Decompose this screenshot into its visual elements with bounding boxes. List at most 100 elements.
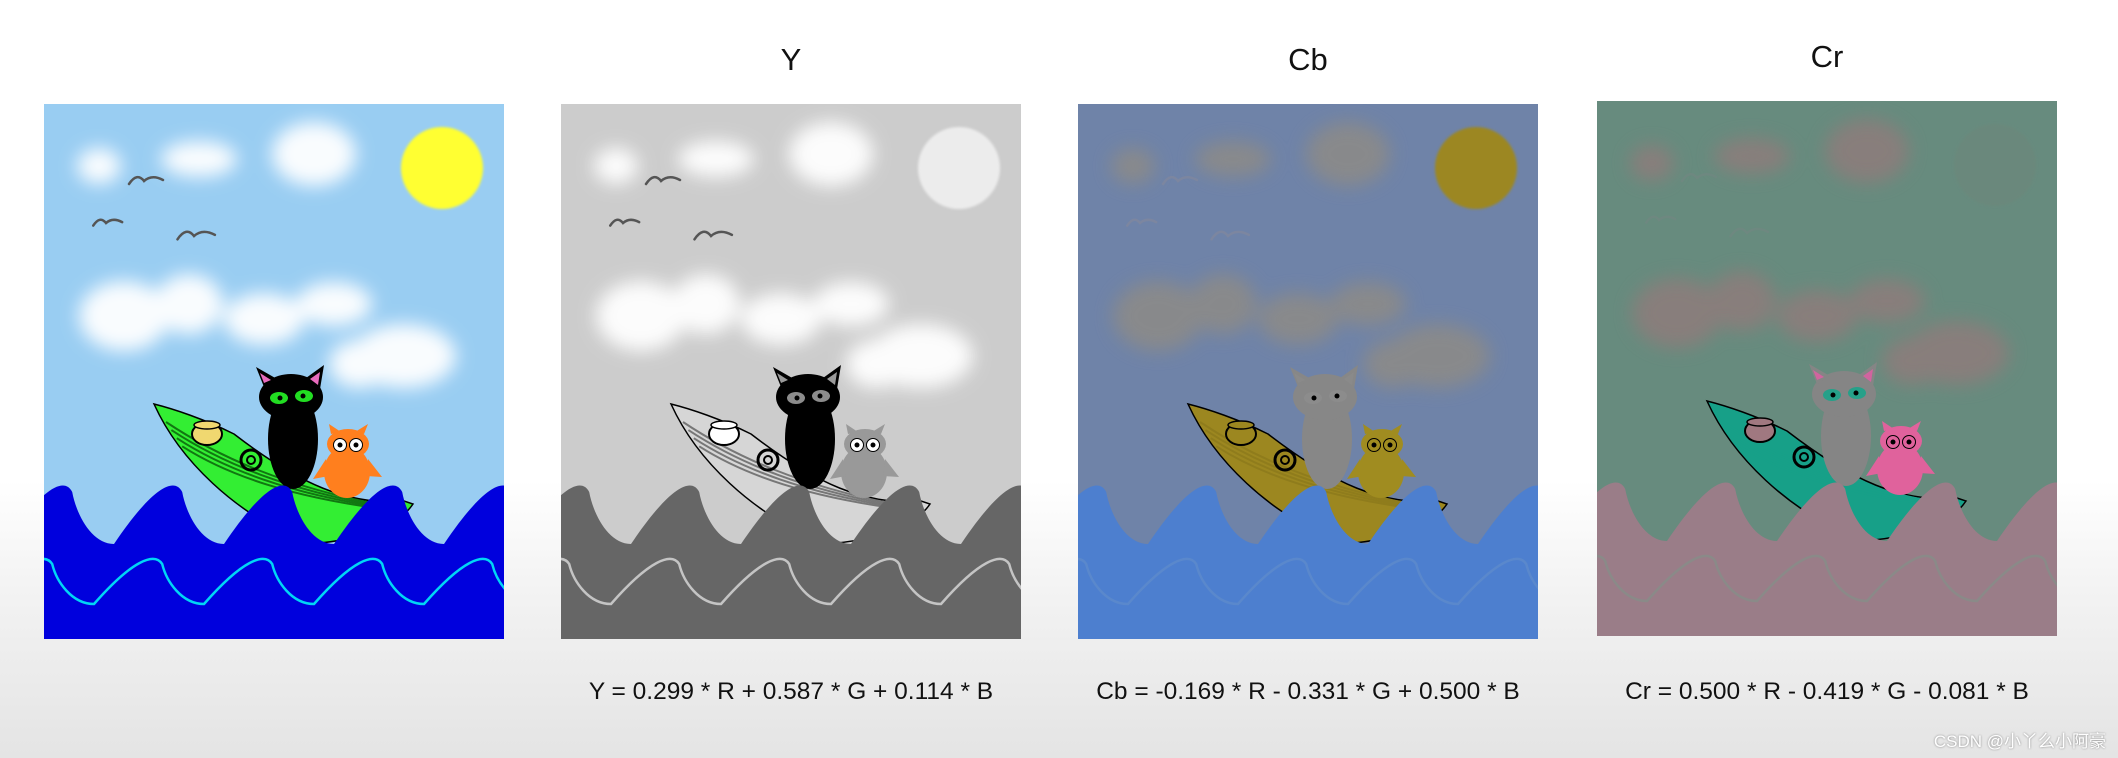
wheel-hub <box>1280 455 1290 465</box>
cloud <box>789 122 873 186</box>
owl-wing-left <box>1347 459 1363 479</box>
owl-body <box>324 446 370 498</box>
pot-rim <box>1746 417 1774 427</box>
cloud <box>1708 271 1776 331</box>
wave-line <box>561 557 1021 606</box>
owl-wing-right <box>366 459 382 477</box>
sea <box>44 485 504 639</box>
clouds <box>594 122 973 388</box>
formula-cb: Cb = -0.169 * R - 0.331 * G + 0.500 * B <box>1096 678 1520 705</box>
wheel <box>1792 445 1816 469</box>
scene-image-cb <box>1078 104 1538 639</box>
owl-tuft-left <box>329 424 341 434</box>
cloud <box>1113 281 1203 351</box>
cloud <box>594 148 638 184</box>
panel-title-y: Y <box>780 42 802 77</box>
owl-wing-right <box>883 459 899 477</box>
owl-wing-left <box>1866 456 1882 476</box>
cat-ear-left <box>1809 364 1830 384</box>
cloud <box>813 282 889 326</box>
owl-tuft-right <box>872 424 885 434</box>
boat-plank-line <box>1718 418 1958 507</box>
owl-wing-right <box>1400 459 1416 477</box>
cat-ear-inner-right <box>310 372 320 385</box>
wave-line <box>1078 557 1538 606</box>
cloud <box>1363 340 1423 388</box>
cat-ear-inner-right <box>827 372 837 385</box>
bird <box>127 175 165 186</box>
owl-wing-left <box>313 459 329 479</box>
cloud <box>77 148 121 184</box>
owl-pupil-left <box>1890 439 1896 445</box>
cloud <box>161 141 237 177</box>
bird <box>609 218 641 227</box>
cat-ear-inner-left <box>1294 373 1305 383</box>
owl-pupil-right <box>1387 442 1393 448</box>
cloud <box>1825 119 1909 183</box>
sun <box>1435 127 1517 209</box>
owl-tuft-left <box>1363 424 1375 434</box>
owl <box>313 424 382 498</box>
cat-head <box>259 374 323 420</box>
boat-plank-line <box>1723 426 1958 508</box>
cat-ear-left <box>1290 367 1311 387</box>
formula-cr: Cr = 0.500 * R - 0.419 * G - 0.081 * B <box>1625 678 2029 705</box>
bird <box>1210 230 1251 241</box>
birds <box>92 175 217 241</box>
panel-title-cr: Cr <box>1810 39 1844 74</box>
watermark: CSDN @小丫么小阿豪 <box>1933 732 2106 751</box>
cat-pupil-left <box>794 395 800 401</box>
sea <box>1078 485 1538 639</box>
bird <box>644 175 682 186</box>
boat-plank-line <box>687 429 922 511</box>
birds <box>1126 175 1251 241</box>
owl <box>830 424 899 498</box>
owl-body <box>841 446 887 498</box>
bird <box>1729 227 1770 238</box>
owl-pupil-left <box>1371 442 1377 448</box>
sea <box>561 485 1021 639</box>
boat-plank-line <box>1210 437 1439 512</box>
bird <box>1680 172 1718 183</box>
cloud <box>1330 282 1406 326</box>
owl-tuft-right <box>1389 424 1402 434</box>
cloud <box>155 274 223 334</box>
cloud <box>1189 274 1257 334</box>
clouds <box>1630 119 2009 385</box>
boat-plank-line <box>1729 434 1958 509</box>
bird <box>1126 218 1158 227</box>
bird <box>92 218 124 227</box>
cloud <box>1714 138 1790 174</box>
owl-wing-right <box>1919 456 1935 474</box>
cat <box>1290 365 1358 489</box>
wave-line <box>44 557 504 606</box>
cat <box>1809 362 1877 486</box>
bird <box>1161 175 1199 186</box>
wheel <box>239 448 263 472</box>
cat-pupil-right <box>1853 390 1859 396</box>
owl-body <box>1877 443 1923 495</box>
cloud <box>1849 279 1925 323</box>
cat-pupil-left <box>1311 395 1317 401</box>
clouds <box>77 122 456 388</box>
boat-plank-line <box>1204 429 1439 511</box>
boat-plank-line <box>165 421 405 510</box>
cat-pupil-left <box>277 395 283 401</box>
boat-plank-line <box>1199 421 1439 510</box>
cloud <box>846 340 906 388</box>
cat-head <box>776 374 840 420</box>
boat-plank-line <box>170 429 405 511</box>
cat <box>256 365 324 489</box>
scene-image-cr <box>1597 101 2057 636</box>
owl-tuft-right <box>1908 421 1921 431</box>
cloud <box>1111 148 1155 184</box>
owl-pupil-right <box>1906 439 1912 445</box>
wave-line <box>1597 554 2057 603</box>
cloud <box>596 281 686 351</box>
cloud <box>329 340 389 388</box>
cloud <box>1630 145 1674 181</box>
cloud <box>1777 290 1857 342</box>
cat <box>773 365 841 489</box>
clouds <box>1111 122 1490 388</box>
cloud <box>741 293 821 345</box>
